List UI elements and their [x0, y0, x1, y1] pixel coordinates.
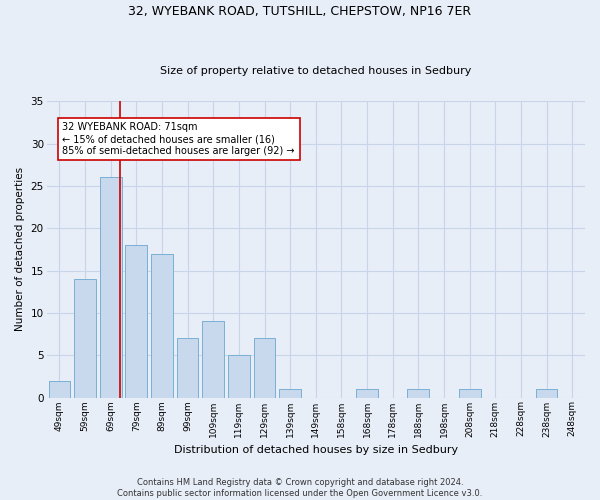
Bar [459, 389, 481, 398]
Bar [254, 338, 275, 398]
Bar [202, 322, 224, 398]
Bar [100, 178, 122, 398]
Bar [177, 338, 199, 398]
Bar [74, 279, 96, 398]
Text: Contains HM Land Registry data © Crown copyright and database right 2024.
Contai: Contains HM Land Registry data © Crown c… [118, 478, 482, 498]
Bar [151, 254, 173, 398]
Text: 32 WYEBANK ROAD: 71sqm
← 15% of detached houses are smaller (16)
85% of semi-det: 32 WYEBANK ROAD: 71sqm ← 15% of detached… [62, 122, 295, 156]
Bar [49, 380, 70, 398]
Bar [536, 389, 557, 398]
X-axis label: Distribution of detached houses by size in Sedbury: Distribution of detached houses by size … [174, 445, 458, 455]
Text: 32, WYEBANK ROAD, TUTSHILL, CHEPSTOW, NP16 7ER: 32, WYEBANK ROAD, TUTSHILL, CHEPSTOW, NP… [128, 5, 472, 18]
Y-axis label: Number of detached properties: Number of detached properties [15, 168, 25, 332]
Bar [125, 245, 147, 398]
Bar [228, 355, 250, 398]
Bar [356, 389, 378, 398]
Title: Size of property relative to detached houses in Sedbury: Size of property relative to detached ho… [160, 66, 472, 76]
Bar [279, 389, 301, 398]
Bar [407, 389, 429, 398]
